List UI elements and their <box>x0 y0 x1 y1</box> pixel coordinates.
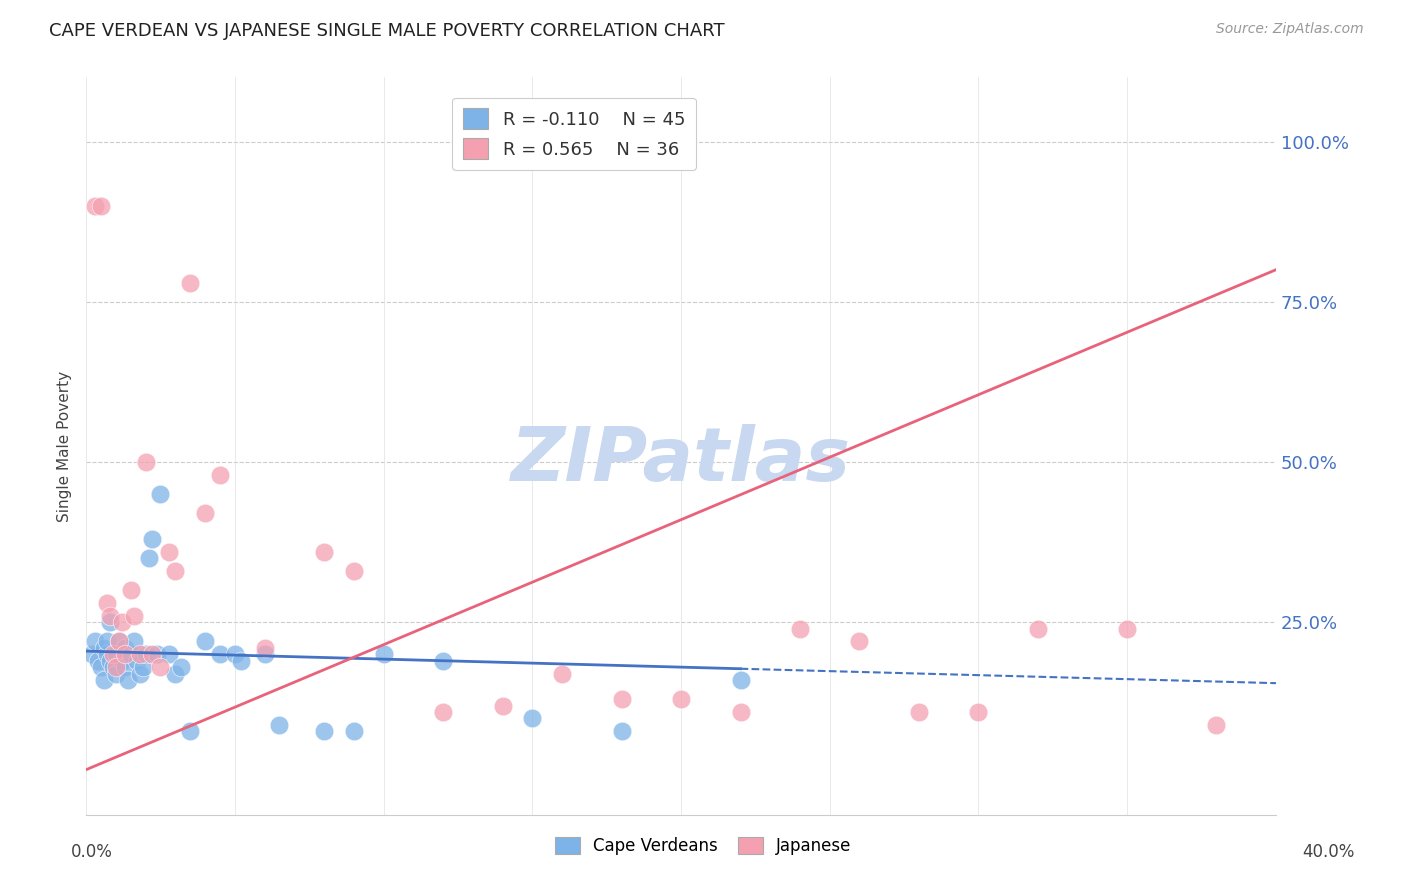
Point <box>208 467 231 482</box>
Point <box>128 666 150 681</box>
Point <box>96 648 118 662</box>
Point <box>141 648 163 662</box>
Point <box>104 648 127 662</box>
Point <box>93 640 115 655</box>
Point <box>93 673 115 687</box>
Point <box>967 705 990 719</box>
Y-axis label: Single Male Poverty: Single Male Poverty <box>58 370 72 522</box>
Text: Source: ZipAtlas.com: Source: ZipAtlas.com <box>1216 22 1364 37</box>
Point <box>432 654 454 668</box>
Point <box>90 660 112 674</box>
Point <box>730 705 752 719</box>
Point <box>107 634 129 648</box>
Point <box>80 648 103 662</box>
Point <box>131 660 153 674</box>
Point <box>179 724 201 739</box>
Legend: R = -0.110    N = 45, R = 0.565    N = 36: R = -0.110 N = 45, R = 0.565 N = 36 <box>451 97 696 170</box>
Point <box>149 487 172 501</box>
Point <box>111 654 134 668</box>
Text: ZIPatlas: ZIPatlas <box>510 425 851 497</box>
Point <box>908 705 931 719</box>
Point <box>114 640 136 655</box>
Point <box>90 199 112 213</box>
Point <box>141 532 163 546</box>
Point <box>117 673 139 687</box>
Point <box>224 648 246 662</box>
Point <box>128 648 150 662</box>
Point <box>114 660 136 674</box>
Point <box>194 634 217 648</box>
Point <box>104 666 127 681</box>
Point <box>122 608 145 623</box>
Point <box>432 705 454 719</box>
Point <box>1116 622 1139 636</box>
Point <box>551 666 574 681</box>
Point <box>208 648 231 662</box>
Point <box>312 724 335 739</box>
Point <box>522 711 544 725</box>
Point <box>269 718 291 732</box>
Point <box>120 583 142 598</box>
Point <box>122 634 145 648</box>
Point <box>343 564 366 578</box>
Point <box>101 648 124 662</box>
Point <box>84 634 107 648</box>
Legend: Cape Verdeans, Japanese: Cape Verdeans, Japanese <box>548 830 858 862</box>
Point <box>253 640 276 655</box>
Point <box>789 622 811 636</box>
Text: CAPE VERDEAN VS JAPANESE SINGLE MALE POVERTY CORRELATION CHART: CAPE VERDEAN VS JAPANESE SINGLE MALE POV… <box>49 22 725 40</box>
Point <box>101 660 124 674</box>
Point <box>96 634 118 648</box>
Point <box>610 692 633 706</box>
Point <box>1205 718 1227 732</box>
Point <box>253 648 276 662</box>
Text: 40.0%: 40.0% <box>1302 843 1355 861</box>
Point <box>107 634 129 648</box>
Point <box>120 648 142 662</box>
Point <box>96 596 118 610</box>
Point <box>312 545 335 559</box>
Point <box>149 660 172 674</box>
Point <box>125 654 148 668</box>
Point <box>135 648 157 662</box>
Point <box>98 608 121 623</box>
Point <box>179 276 201 290</box>
Text: 0.0%: 0.0% <box>70 843 112 861</box>
Point <box>98 654 121 668</box>
Point <box>730 673 752 687</box>
Point <box>84 199 107 213</box>
Point <box>165 564 187 578</box>
Point <box>343 724 366 739</box>
Point <box>194 506 217 520</box>
Point <box>98 615 121 630</box>
Point <box>165 666 187 681</box>
Point <box>157 648 180 662</box>
Point <box>610 724 633 739</box>
Point <box>157 545 180 559</box>
Point <box>146 648 169 662</box>
Point <box>1026 622 1049 636</box>
Point <box>848 634 870 648</box>
Point <box>491 698 513 713</box>
Point <box>170 660 193 674</box>
Point <box>114 648 136 662</box>
Point <box>111 615 134 630</box>
Point <box>135 455 157 469</box>
Point <box>669 692 692 706</box>
Point <box>373 648 395 662</box>
Point <box>138 551 160 566</box>
Point <box>229 654 252 668</box>
Point <box>104 660 127 674</box>
Point <box>87 654 110 668</box>
